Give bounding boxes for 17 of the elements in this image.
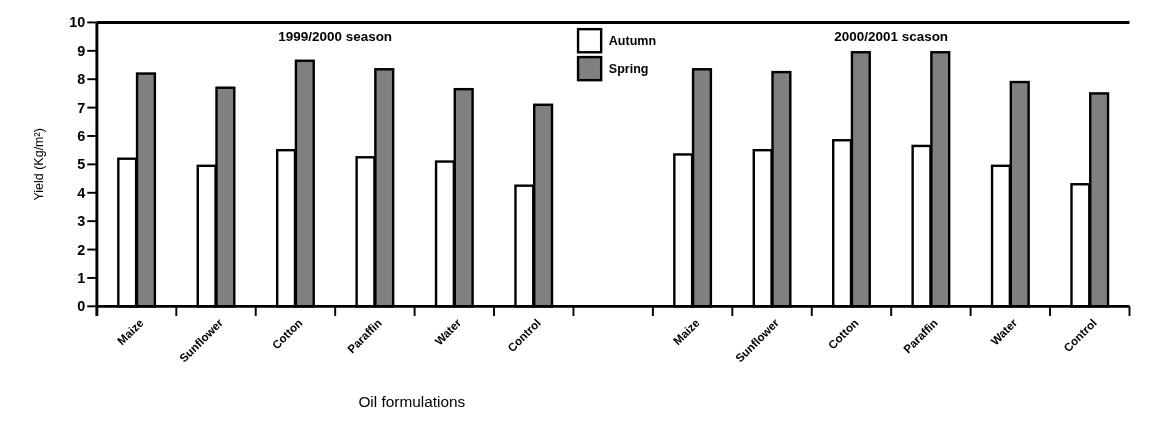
legend-label: Autumn [608,34,657,49]
annotation: 1999/2000 season [278,28,393,44]
y-tick-label: 9 [77,42,86,59]
y-tick-label: 0 [77,298,86,315]
y-tick-label: 7 [77,99,86,116]
y-tick-label: 4 [77,184,86,201]
y-tick-label: 1 [77,269,86,286]
y-tick-label: 5 [77,156,86,173]
x-axis-title: Oil formulations [358,393,466,411]
y-tick-label: 10 [69,14,86,31]
legend-label: Spring [608,62,649,77]
y-tick-label: 3 [77,213,86,230]
y-tick-label: 2 [77,241,86,258]
y-tick-label: 8 [77,71,86,88]
annotation: 2000/2001 scason [834,28,949,44]
y-axis-title: Yield (Kg/m²) [31,128,46,201]
y-tick-label: 6 [77,128,86,145]
